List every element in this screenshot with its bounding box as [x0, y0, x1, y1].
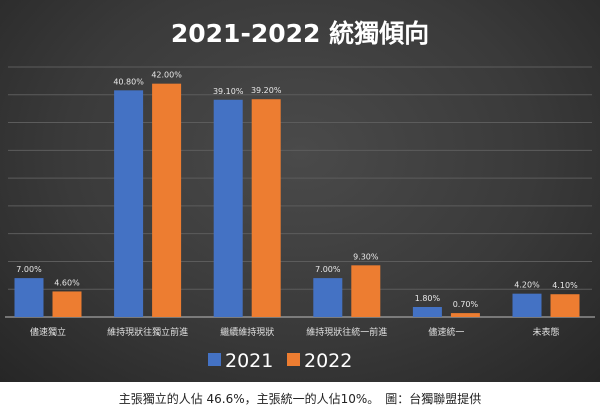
bar-2022	[52, 291, 82, 317]
data-label: 39.10%	[213, 87, 244, 96]
category-label: 維持現狀往統一前進	[306, 326, 387, 338]
category-label: 儘速獨立	[30, 326, 66, 338]
bar-2022	[351, 265, 381, 317]
legend-swatch-2021	[208, 353, 221, 366]
data-label: 1.80%	[415, 294, 441, 303]
bar-2021	[114, 90, 144, 317]
data-label: 9.30%	[353, 252, 379, 261]
chart-panel: 2021-2022 統獨傾向 7.00% 4.60% 40.80% 42.00% 39.…	[0, 0, 600, 382]
category-label: 繼續維持現狀	[220, 326, 274, 338]
category-label: 未表態	[532, 326, 559, 338]
legend-swatch-2022	[287, 353, 300, 366]
bar-2022	[450, 313, 480, 317]
legend-label-2022: 2022	[304, 350, 352, 372]
bar-2021	[14, 278, 44, 317]
data-label: 4.20%	[514, 281, 540, 290]
caption: 主張獨立的人佔 46.6%，主張統一的人佔10%。 圖：台獨聯盟提供	[118, 392, 482, 406]
data-label: 40.80%	[113, 77, 144, 86]
bar-2022	[152, 83, 182, 318]
data-label: 0.70%	[453, 300, 479, 309]
bar-2021	[412, 307, 442, 317]
bar-2021	[213, 99, 243, 318]
data-label: 7.00%	[16, 265, 42, 274]
bar-2021	[512, 293, 542, 317]
data-label: 4.10%	[552, 281, 578, 290]
data-label: 42.00%	[151, 71, 182, 80]
data-label: 39.20%	[251, 86, 282, 95]
bar-2021	[313, 278, 343, 317]
bar-chart: 2021-2022 統獨傾向 7.00% 4.60% 40.80% 42.00% 39.…	[5, 19, 595, 372]
data-label: 4.60%	[54, 278, 80, 287]
bar-2022	[251, 99, 281, 317]
legend-label-2021: 2021	[225, 350, 273, 372]
category-label: 儘速統一	[428, 326, 464, 338]
bar-2022	[550, 294, 580, 317]
chart-title: 2021-2022 統獨傾向	[171, 19, 429, 48]
data-label: 7.00%	[315, 265, 341, 274]
category-label: 維持現狀往獨立前進	[107, 326, 188, 338]
